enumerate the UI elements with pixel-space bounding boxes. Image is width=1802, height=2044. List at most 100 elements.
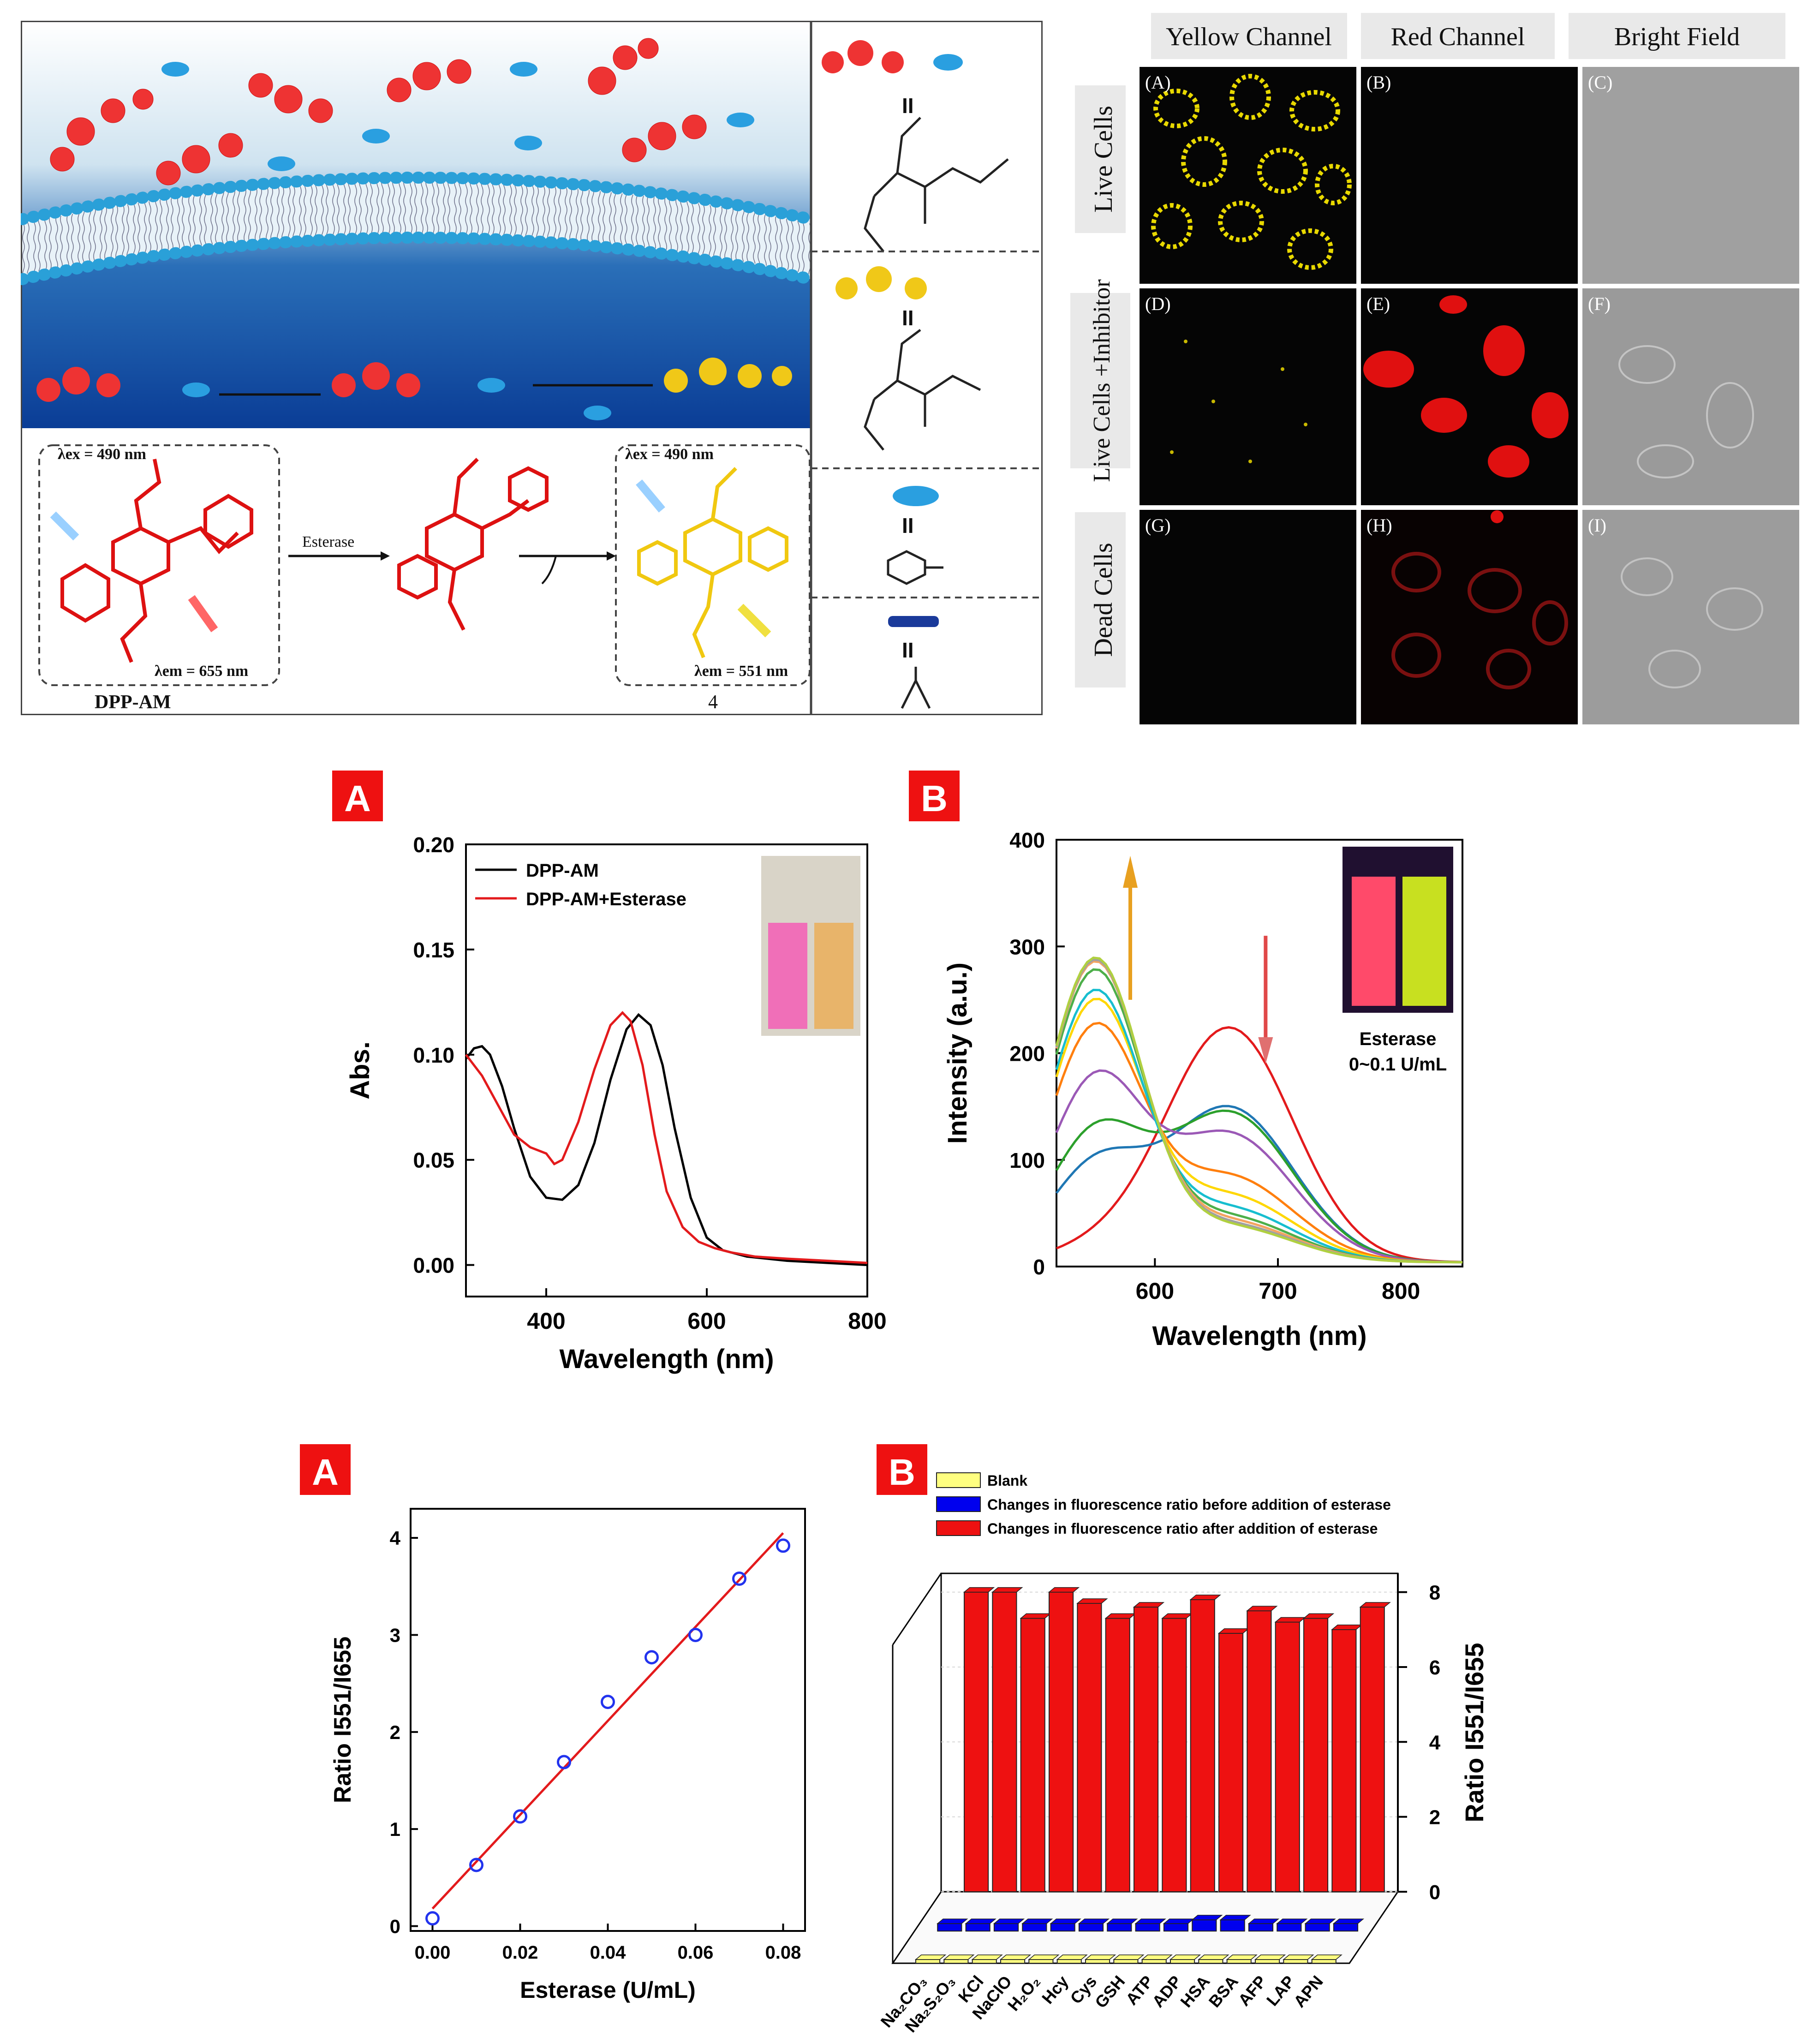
y-tick-label: 0 [1033,1255,1045,1279]
bar-before [965,1923,991,1932]
panel-e-red-inhibitor: (E) [1361,288,1578,505]
x-tick-label: 0.02 [502,1942,538,1963]
series-line-dpp-am [465,1013,868,1267]
legend-label: Blank [987,1472,1027,1489]
badge-b-top-label: B [921,778,948,819]
bar-top-face [1247,1918,1280,1924]
bar-blank [943,1959,969,1964]
bar-before [1277,1923,1302,1932]
data-point [557,1755,571,1769]
bar-top-face [1198,1954,1229,1960]
x-tick-label: 0.04 [590,1942,627,1963]
y-tick-label: 200 [1009,1042,1045,1066]
row-label-live: Live Cells [1089,106,1118,213]
microscopy-figure: Yellow Channel Red Channel Bright Field … [1066,9,1799,727]
cuvette-yellow-fluorescence [1402,877,1446,1006]
panel-letter: (D) [1145,293,1171,314]
y-axis-label: Abs. [345,1041,375,1100]
bar-after [1049,1591,1074,1892]
badge-a-top-label: A [344,778,371,819]
row-label-dead: Dead Cells [1089,543,1118,657]
bar-top-face [943,1954,975,1960]
bar-before [1022,1923,1047,1932]
y-tick-label: 1 [390,1818,400,1840]
y-axis-label: Ratio I551/I655 [329,1637,356,1803]
y-tick-label: 2 [1429,1806,1440,1829]
legend-swatch [936,1520,981,1536]
schematic-svg: λex = 490 nm λem = 655 nm DPP-AM Esteras… [16,19,1044,717]
bar-top-face [914,1954,947,1960]
bar-top-face [937,1918,968,1924]
cleavable-groups-outside [161,62,754,171]
panel-letter: (B) [1366,72,1391,93]
legend-swatch [936,1496,981,1512]
x-axis-label: Wavelength (nm) [1152,1321,1366,1351]
bar-before [1333,1923,1359,1932]
bar-top-face [1113,1954,1145,1960]
panel-d-yellow-inhibitor: (D) [1140,288,1356,505]
bar-top-face [1020,1613,1051,1619]
category-label: BSA [1205,1972,1242,2011]
linearity-chart: 0.00 0.02 0.04 0.06 0.08 0 1 2 3 4 Esterase (U/mL)… [329,1508,806,2003]
category-label: GSH [1091,1972,1129,2012]
probe-molecules-outside [50,38,707,185]
y-tick-label: 3 [390,1624,400,1646]
bar-before [993,1923,1019,1932]
category-label: ATP [1122,1972,1157,2008]
bar-blank [1141,1959,1167,1964]
x-tick-label: 700 [1259,1278,1297,1304]
panel-letter: (C) [1588,72,1612,93]
panel-letter: (F) [1588,293,1611,314]
data-point [688,1627,703,1642]
row-label-inhibitor: Live Cells +Inhibitor [1089,279,1115,482]
bar-blank [1255,1959,1280,1964]
probe-name-label: DPP-AM [95,692,171,713]
bar-top-face [1246,1606,1278,1611]
product-number-label: 4 [708,692,718,713]
bar-blank [1170,1959,1195,1964]
panel-g-yellow-dead: (G) [1140,510,1356,727]
category-label: LAP [1263,1972,1299,2010]
bar-after [1218,1632,1244,1892]
bar-after [1360,1607,1385,1892]
decrease-arrowhead [1258,1037,1273,1064]
x-tick-label: 600 [687,1308,726,1334]
y-tick-label: 0.00 [413,1254,454,1278]
bar-blank [1085,1959,1110,1964]
emission-series-10 [1055,956,1463,1264]
bar-before [937,1923,962,1932]
bar-top-face [1226,1954,1258,1960]
data-point [601,1695,615,1709]
bar-after [1331,1629,1357,1892]
esterase-label: Esterase [302,533,354,550]
y-tick-label: 0 [1429,1881,1440,1904]
badge-b-top [909,771,960,821]
bar-top-face [1189,1595,1221,1600]
bar-top-face [1169,1954,1201,1960]
bar-before [1305,1923,1330,1932]
bar-top-face [991,1587,1023,1593]
x-tick-label: 0.06 [678,1942,714,1963]
bar-top-face [1302,1613,1335,1619]
legend-label: Changes in fluorescence ratio before add… [987,1496,1391,1513]
bar-top-face [1331,1625,1363,1630]
bar-after [964,1591,989,1892]
product-4-structure [637,467,788,658]
bar-top-face [1076,1598,1108,1604]
plot-frame [465,843,868,1297]
bar-top-face [993,1918,1025,1924]
bar-after [1303,1618,1329,1892]
bar-top-face [965,1918,996,1924]
bar-after [1190,1599,1215,1892]
bar-top-face [1332,1918,1365,1924]
bar-top-face [1191,1915,1223,1920]
bar-top-face [1021,1918,1053,1924]
bar-top-face [999,1954,1032,1960]
bar-after [1162,1618,1187,1892]
legend-swatch [936,1472,981,1488]
y-tick-label: 0.05 [413,1148,454,1172]
bar-top-face [1163,1918,1195,1924]
y-tick-label: 300 [1009,935,1045,959]
badge-b-bottom-label: B [889,1452,915,1493]
column-header-red: Red Channel [1391,23,1525,51]
